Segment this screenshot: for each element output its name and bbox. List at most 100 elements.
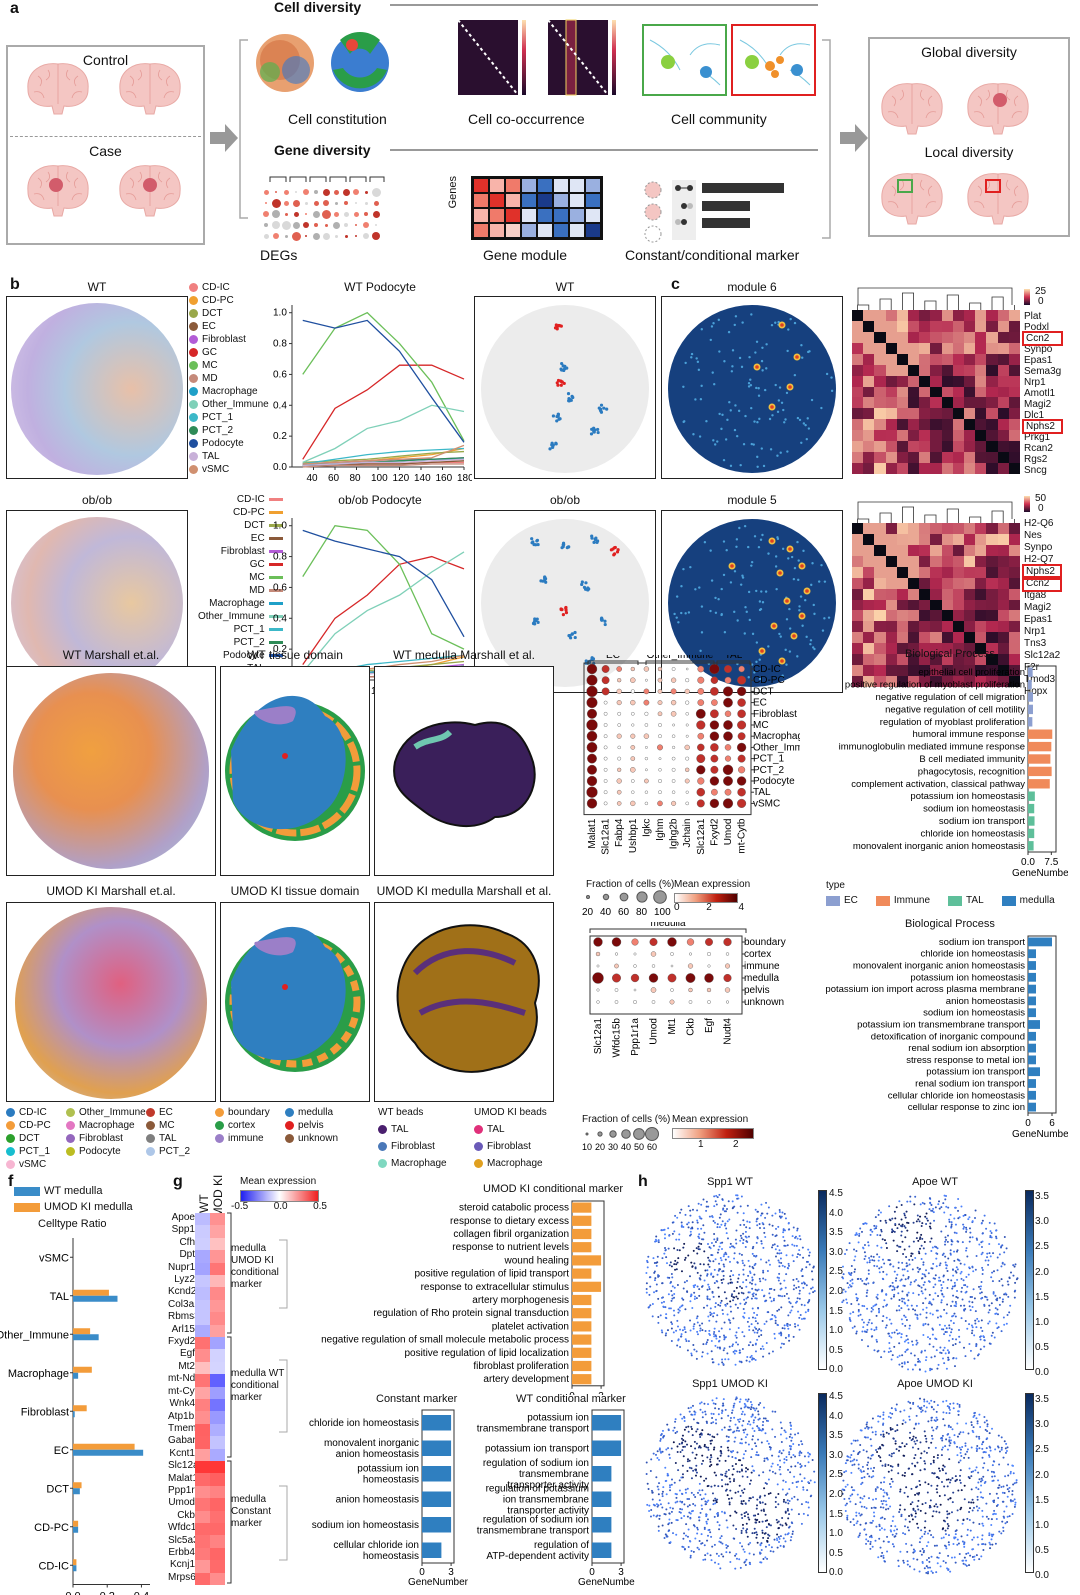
expr-dot bbox=[965, 1228, 968, 1231]
bar bbox=[592, 1542, 612, 1558]
heat-cell bbox=[963, 555, 976, 567]
heat-cell bbox=[885, 353, 897, 365]
expr-dot bbox=[675, 1268, 678, 1271]
gene-label: Mt2 bbox=[178, 1360, 195, 1372]
expr-dot bbox=[943, 1465, 946, 1468]
expr-dot bbox=[698, 435, 702, 438]
expr-dot bbox=[734, 1457, 737, 1460]
expr-dot bbox=[900, 1336, 903, 1339]
expr-dot bbox=[914, 1493, 917, 1496]
expr-dot bbox=[811, 1286, 814, 1289]
expr-dot bbox=[743, 1550, 746, 1553]
expr-dot bbox=[907, 1299, 910, 1302]
expr-dot bbox=[812, 1266, 815, 1269]
term-label: sodium ion transport bbox=[939, 816, 1025, 827]
mean2-title: Mean expression bbox=[672, 1114, 749, 1125]
legend-label: Macrophage bbox=[202, 386, 258, 397]
expr-dot bbox=[881, 1258, 884, 1261]
expr-dot bbox=[971, 1220, 974, 1223]
expr-dot bbox=[1001, 1244, 1004, 1247]
module-cell bbox=[473, 178, 489, 193]
legend-item: Podocyte bbox=[189, 437, 269, 450]
expr-dot bbox=[896, 1273, 899, 1276]
dot bbox=[697, 676, 705, 684]
expr-dot bbox=[1000, 1265, 1003, 1268]
deg-dot bbox=[272, 210, 280, 218]
expr-dot bbox=[759, 1402, 762, 1405]
expr-dot bbox=[960, 1535, 963, 1538]
heat-cell bbox=[986, 523, 998, 534]
series-line bbox=[302, 319, 465, 443]
hotspot-core bbox=[805, 589, 809, 593]
expr-dot bbox=[758, 1474, 761, 1477]
expr-dot bbox=[696, 1333, 699, 1336]
dot bbox=[593, 937, 603, 947]
h-t1: Spp1 WT bbox=[707, 1176, 753, 1188]
bar bbox=[572, 1202, 592, 1213]
expr-dot bbox=[1011, 1500, 1014, 1503]
heat-cell bbox=[863, 555, 875, 567]
expr-dot bbox=[761, 1428, 764, 1431]
expr-dot bbox=[993, 1475, 996, 1478]
expr-dot bbox=[946, 1485, 949, 1488]
expr-dot bbox=[919, 1236, 922, 1239]
expr-dot bbox=[750, 1297, 753, 1300]
dot bbox=[643, 688, 650, 695]
diversity-box bbox=[868, 37, 1070, 237]
expr-dot bbox=[714, 1302, 717, 1305]
expr-dot bbox=[797, 1480, 800, 1483]
expr-dot bbox=[726, 418, 729, 422]
heat-cell bbox=[907, 342, 920, 354]
heat-cell bbox=[919, 375, 931, 387]
heat-cell bbox=[852, 632, 864, 644]
expr-dot bbox=[845, 1502, 848, 1505]
expr-dot bbox=[893, 1345, 896, 1348]
expr-dot bbox=[938, 1207, 941, 1210]
expr-dot bbox=[739, 1566, 742, 1569]
heat-cell bbox=[896, 452, 908, 464]
heat-cell bbox=[952, 621, 964, 633]
expr-dot bbox=[707, 1446, 710, 1449]
expr-dot bbox=[974, 1268, 977, 1271]
expr-dot bbox=[740, 1237, 743, 1240]
expr-dot bbox=[865, 1291, 868, 1294]
bar bbox=[1028, 1008, 1036, 1018]
heat-cell bbox=[952, 441, 964, 453]
expr-dot bbox=[883, 1350, 886, 1353]
expr-dot bbox=[733, 1296, 736, 1299]
legend-dot bbox=[189, 309, 198, 318]
gene-label: Arl15 bbox=[171, 1323, 195, 1335]
expr-dot bbox=[1009, 1304, 1012, 1307]
heat-cell bbox=[863, 665, 875, 677]
legend-line bbox=[268, 550, 283, 553]
expr-dot bbox=[711, 1291, 714, 1294]
cb5-min: 0 bbox=[1038, 503, 1044, 514]
expr-dot bbox=[972, 1270, 975, 1273]
expr-dot bbox=[757, 1513, 760, 1516]
deg-dot bbox=[322, 188, 330, 196]
expr-dot bbox=[695, 1317, 698, 1320]
expr-dot bbox=[691, 1413, 694, 1416]
expr-dot bbox=[739, 583, 743, 586]
heat-cell bbox=[941, 610, 953, 622]
dot bbox=[669, 999, 675, 1005]
heat-cell bbox=[885, 599, 897, 611]
expr-dot bbox=[720, 1248, 723, 1251]
expr-dot bbox=[794, 1465, 797, 1468]
legend-label: pelvis bbox=[298, 1120, 324, 1131]
expr-dot bbox=[710, 1456, 713, 1459]
deg-dot bbox=[321, 209, 331, 219]
dot bbox=[685, 756, 690, 761]
expr-dot bbox=[948, 1481, 951, 1484]
expr-dot bbox=[688, 1410, 691, 1413]
heat-cell bbox=[852, 610, 864, 622]
expr-dot bbox=[748, 1518, 751, 1521]
heat-cell bbox=[941, 342, 953, 354]
expr-dot bbox=[650, 1489, 653, 1492]
expr-dot bbox=[872, 1498, 875, 1501]
expr-dot bbox=[744, 1449, 747, 1452]
expr-dot bbox=[735, 1336, 738, 1339]
expr-dot bbox=[861, 1330, 864, 1333]
deg-dot bbox=[292, 221, 300, 229]
expr-dot bbox=[693, 1291, 696, 1294]
